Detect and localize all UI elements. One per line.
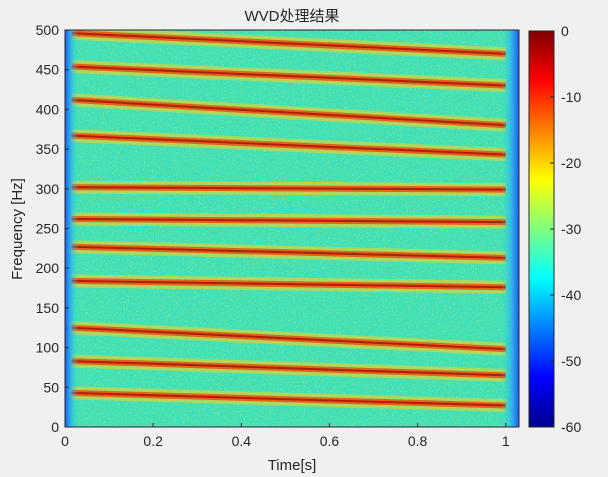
x-axis-label: Time[s]	[268, 457, 317, 474]
x-axis: 0 0.2 0.4 0.6 0.8 1	[61, 423, 510, 449]
x-tick-label: 0.6	[320, 433, 340, 449]
colorbar-axis: 0 -10 -20 -30 -40 -50 -60	[550, 23, 581, 435]
ridge-core	[71, 391, 506, 407]
y-axis-label: Frequency [Hz]	[9, 178, 26, 280]
x-tick-label: 0.4	[232, 433, 252, 449]
ridge-core	[71, 98, 506, 127]
y-tick-label: 150	[36, 300, 60, 316]
ridge-core	[71, 279, 506, 289]
plot-area	[65, 30, 519, 427]
y-tick-label: 0	[51, 419, 59, 435]
y-tick-label: 350	[36, 141, 60, 157]
colorbar-tick-label: -50	[561, 353, 581, 369]
y-tick-label: 50	[43, 379, 59, 395]
ridge-core	[71, 65, 506, 87]
y-tick-label: 200	[36, 260, 60, 276]
x-tick-label: 0.8	[408, 433, 428, 449]
ridge-core	[71, 245, 506, 259]
x-tick-label: 1	[502, 433, 510, 449]
colorbar	[528, 30, 555, 428]
colorbar-tick-label: 0	[561, 23, 569, 39]
right-edge-artifact	[501, 30, 519, 427]
y-tick-label: 500	[36, 22, 60, 38]
chart-title: WVD处理结果	[245, 8, 340, 25]
colorbar-tick-label: -60	[561, 419, 581, 435]
ridge-core	[71, 186, 506, 191]
y-tick-label: 450	[36, 62, 60, 78]
x-tick-label: 0.2	[143, 433, 163, 449]
colorbar-tick-label: -30	[561, 221, 581, 237]
colorbar-tick-label: -10	[561, 89, 581, 105]
x-tick-label: 0	[61, 433, 69, 449]
y-tick-label: 300	[36, 181, 60, 197]
y-axis: 0 50 100 150 200 250 300 350 400 450 500	[36, 22, 69, 435]
ridge-core	[71, 217, 506, 224]
ridge-core	[71, 360, 506, 377]
ridge-core	[71, 326, 506, 351]
colorbar-tick-label: -40	[561, 287, 581, 303]
left-edge-artifact	[65, 30, 79, 427]
y-tick-label: 250	[36, 221, 60, 237]
colorbar-tick-label: -20	[561, 155, 581, 171]
y-tick-label: 400	[36, 101, 60, 117]
ridges	[71, 30, 507, 413]
ridge-core	[71, 32, 506, 55]
y-tick-label: 100	[36, 340, 60, 356]
ridge-core	[71, 134, 506, 156]
